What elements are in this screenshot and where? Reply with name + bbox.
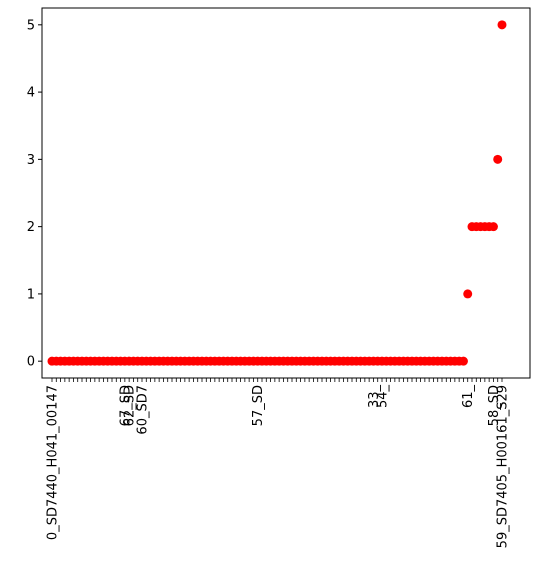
x-tick-label: 59_SD7405_H00161_S29 <box>496 385 511 548</box>
y-tick-label: 2 <box>27 220 35 235</box>
x-tick-label: 54_ <box>376 385 391 409</box>
x-tick-label: 57_SD <box>251 385 266 426</box>
plot-frame <box>41 7 531 379</box>
x-ticks <box>51 378 503 382</box>
data-point <box>458 356 468 366</box>
y-tick-label: 4 <box>27 86 35 101</box>
y-tick-label: 5 <box>27 18 35 33</box>
y-tick-label: 1 <box>27 287 35 302</box>
data-points <box>47 20 507 366</box>
x-tick-label: 58_SD <box>487 385 502 426</box>
data-point <box>493 154 503 164</box>
y-tick-label: 0 <box>27 355 35 370</box>
x-tick-label: 62_SD <box>123 385 138 426</box>
x-tick-label: 33_ <box>367 385 382 409</box>
y-ticks: 0 1 2 3 4 5 <box>27 18 42 370</box>
data-point <box>497 20 507 30</box>
x-tick-label: 0_SD7440_H041_00147 <box>46 385 61 540</box>
x-tick-label: 67_SD <box>118 385 133 426</box>
y-tick-label: 3 <box>27 153 35 168</box>
data-point <box>488 222 498 232</box>
x-tick-label: 60_SD7 <box>136 385 151 435</box>
x-tick-label: 61_ <box>461 385 476 409</box>
data-point <box>463 289 473 299</box>
